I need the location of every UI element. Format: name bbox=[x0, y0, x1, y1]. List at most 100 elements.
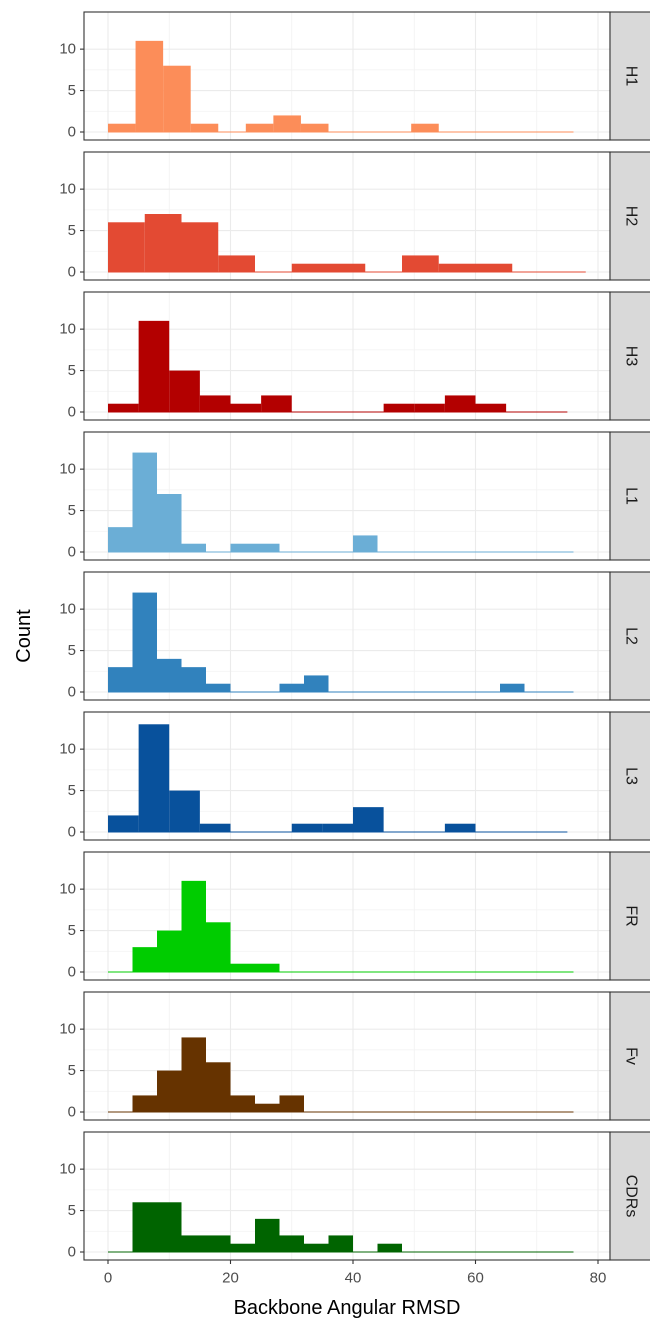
facet-strip bbox=[609, 11, 650, 141]
histogram-bar bbox=[108, 815, 139, 832]
x-tick-label: 80 bbox=[590, 1270, 607, 1287]
facet-panel-h2: H2 0 5 10 bbox=[59, 151, 650, 281]
histogram-bar bbox=[108, 527, 133, 552]
facet-strip bbox=[609, 851, 650, 981]
facet-strip-label: L3 bbox=[623, 767, 640, 785]
y-axis-title: Count bbox=[13, 609, 35, 663]
y-tick-label: 5 bbox=[68, 222, 76, 239]
histogram-bar bbox=[206, 1062, 231, 1112]
histogram-bar bbox=[157, 1070, 182, 1112]
histogram-bar bbox=[144, 214, 182, 272]
facet-strip bbox=[609, 431, 650, 561]
histogram-bar bbox=[169, 790, 200, 832]
histogram-bar bbox=[135, 40, 164, 132]
histogram-bar bbox=[475, 263, 513, 272]
histogram-bar bbox=[199, 823, 231, 832]
histogram-bar bbox=[261, 395, 292, 412]
histogram-bar bbox=[132, 1095, 157, 1112]
histogram-bar bbox=[108, 222, 145, 272]
facet-panel-l1: L1 0 5 10 bbox=[59, 431, 650, 561]
histogram-bar bbox=[206, 1235, 231, 1252]
y-tick-label: 0 bbox=[68, 684, 76, 701]
histogram-bar bbox=[157, 1202, 182, 1252]
histogram-bar bbox=[157, 494, 182, 552]
histogram-bar bbox=[300, 123, 329, 132]
facet-strip-label: L2 bbox=[623, 627, 640, 645]
histogram-bar bbox=[190, 123, 219, 132]
histogram-bar bbox=[383, 403, 415, 412]
histogram-bar bbox=[255, 1218, 280, 1252]
histogram-bar bbox=[273, 115, 301, 132]
facet-strip-label: H2 bbox=[623, 206, 640, 227]
y-tick-label: 5 bbox=[68, 362, 76, 379]
y-tick-label: 10 bbox=[59, 321, 76, 338]
y-tick-label: 0 bbox=[68, 404, 76, 421]
facet-strip-label: FR bbox=[623, 905, 640, 926]
histogram-bar bbox=[353, 535, 378, 552]
histogram-bar bbox=[377, 1243, 402, 1252]
histogram-bar bbox=[255, 1103, 280, 1112]
facet-panel-h1: H1 0 5 10 bbox=[59, 11, 650, 141]
histogram-bar bbox=[438, 263, 476, 272]
histogram-bar bbox=[304, 1243, 329, 1252]
histogram-bar bbox=[444, 395, 476, 412]
facet-strip-label: Fv bbox=[623, 1047, 640, 1065]
y-tick-label: 0 bbox=[68, 124, 76, 141]
histogram-bar bbox=[500, 683, 525, 692]
histogram-bar bbox=[218, 255, 255, 272]
histogram-bar bbox=[291, 823, 323, 832]
y-tick-label: 0 bbox=[68, 824, 76, 841]
y-tick-label: 0 bbox=[68, 544, 76, 561]
histogram-bar bbox=[108, 403, 139, 412]
histogram-bar bbox=[230, 1095, 255, 1112]
y-tick-label: 0 bbox=[68, 264, 76, 281]
facet-panel-l3: L3 0 5 10 bbox=[59, 711, 650, 841]
facet-strip bbox=[609, 571, 650, 701]
histogram-bar bbox=[279, 1235, 304, 1252]
facet-panel-fr: FR 0 5 10 bbox=[59, 851, 650, 981]
facet-strip-label: H3 bbox=[623, 346, 640, 367]
histogram-bar bbox=[206, 922, 231, 972]
y-tick-label: 5 bbox=[68, 82, 76, 99]
histogram-bar bbox=[279, 1095, 304, 1112]
histogram-bar bbox=[279, 683, 304, 692]
histogram-bar bbox=[108, 123, 136, 132]
facet-panel-h3: H3 0 5 10 bbox=[59, 291, 650, 421]
facet-strip bbox=[609, 711, 650, 841]
histogram-bar bbox=[181, 1037, 206, 1112]
facet-strip bbox=[609, 291, 650, 421]
histogram-bar bbox=[181, 880, 206, 972]
histogram-bar bbox=[199, 395, 231, 412]
histogram-bar bbox=[353, 807, 384, 832]
histogram-bar bbox=[255, 543, 280, 552]
histogram-bar bbox=[414, 403, 445, 412]
y-tick-label: 5 bbox=[68, 922, 76, 939]
y-tick-label: 0 bbox=[68, 964, 76, 981]
histogram-bar bbox=[402, 255, 439, 272]
histogram-bar bbox=[108, 667, 133, 692]
y-tick-label: 10 bbox=[59, 41, 76, 58]
y-tick-label: 10 bbox=[59, 741, 76, 758]
histogram-bar bbox=[245, 123, 274, 132]
histogram-bar bbox=[132, 1202, 157, 1252]
histogram-bar bbox=[230, 963, 255, 972]
facet-panel-fv: Fv 0 5 10 bbox=[59, 991, 650, 1121]
histogram-bar bbox=[181, 222, 219, 272]
histogram-bar bbox=[328, 263, 366, 272]
histogram-bar bbox=[328, 1235, 353, 1252]
histogram-bar bbox=[230, 543, 255, 552]
histogram-bar bbox=[157, 658, 182, 692]
histogram-bar bbox=[169, 370, 200, 412]
histogram-bar bbox=[444, 823, 476, 832]
y-tick-label: 10 bbox=[59, 881, 76, 898]
facet-strip bbox=[609, 991, 650, 1121]
y-tick-label: 10 bbox=[59, 461, 76, 478]
facet-panel-l2: L2 0 5 10 bbox=[59, 571, 650, 701]
y-tick-label: 10 bbox=[59, 1161, 76, 1178]
histogram-bar bbox=[132, 452, 157, 552]
facet-strip bbox=[609, 1131, 650, 1261]
histogram-bar bbox=[322, 823, 353, 832]
y-tick-label: 5 bbox=[68, 642, 76, 659]
